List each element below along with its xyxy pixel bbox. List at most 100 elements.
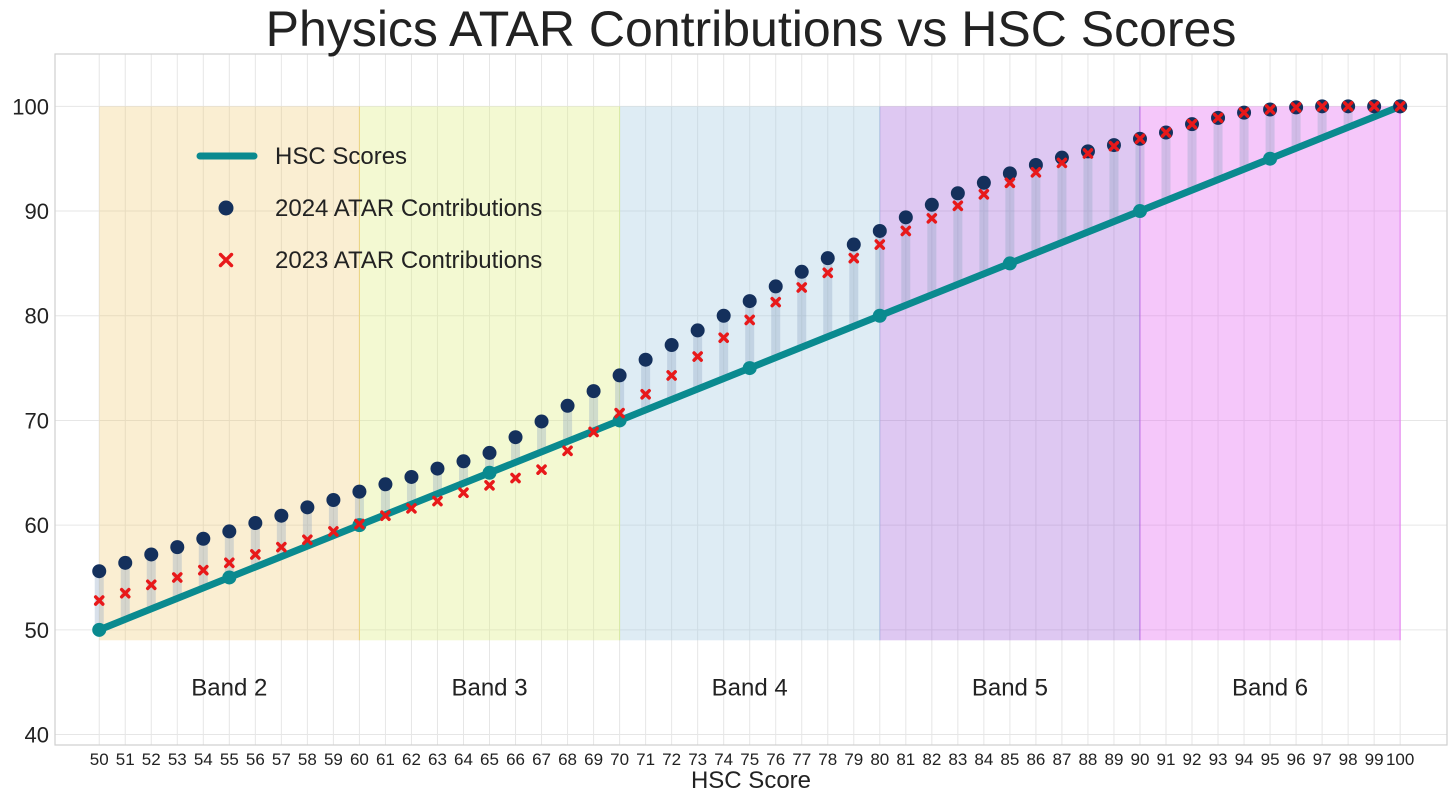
atar-2024-point (92, 564, 107, 579)
band-label: Band 2 (191, 674, 267, 701)
atar-2024-point (170, 540, 185, 555)
x-tick-label: 66 (506, 750, 525, 769)
atar-2023-point (1082, 148, 1094, 159)
atar-2023-point (510, 472, 521, 484)
plot-frame (54, 53, 1448, 746)
hsc-score-point (1132, 204, 1147, 219)
x-stroke (1134, 133, 1146, 145)
atar-2023-point (432, 495, 443, 507)
band-region (359, 106, 620, 641)
x-tick-label: 78 (818, 750, 837, 769)
x-tick-label: 62 (402, 750, 421, 769)
atar-2023-point (692, 351, 703, 362)
y-tick-label: 90 (25, 199, 49, 224)
atar-2023-point (119, 587, 131, 599)
x-tick-label: 94 (1235, 750, 1254, 769)
atar-2023-point (302, 534, 313, 546)
x-tick-label: 76 (766, 750, 785, 769)
x-stroke (1108, 140, 1120, 152)
legend-2023-swatch (218, 252, 234, 268)
atar-2024-point (1028, 157, 1043, 172)
atar-2023-point (614, 407, 625, 419)
atar-2023-point (1004, 177, 1016, 189)
x-stroke (432, 495, 443, 507)
x-tick-label: 54 (194, 750, 213, 769)
atar-2023-point (978, 188, 990, 200)
x-stroke (1290, 102, 1302, 113)
x-tick-label: 85 (1000, 750, 1019, 769)
x-stroke (328, 526, 339, 537)
atar-2023-point (562, 445, 573, 457)
x-stroke (276, 541, 287, 553)
x-tick-label: 83 (948, 750, 967, 769)
atar-2023-point (848, 252, 860, 264)
x-tick-label: 75 (740, 750, 759, 769)
x-axis-label: HSC Score (691, 767, 811, 794)
x-tick-label: 95 (1261, 750, 1280, 769)
band-label: Band 4 (712, 674, 788, 701)
x-stroke (978, 188, 990, 200)
atar-2024-point (716, 308, 731, 323)
x-tick-label: 56 (246, 750, 265, 769)
x-tick-label: 64 (454, 750, 473, 769)
atar-2023-point (198, 564, 209, 576)
x-stroke (1368, 101, 1380, 112)
atar-2023-point (145, 579, 157, 591)
atar-2023-point (250, 549, 261, 560)
x-stroke (380, 510, 391, 522)
atar-2024-point (326, 493, 341, 508)
atar-2023-point (171, 572, 183, 583)
y-tick-label: 70 (25, 408, 49, 433)
x-tick-label: 52 (142, 750, 161, 769)
x-stroke (848, 252, 860, 264)
atar-2024-point (586, 384, 601, 399)
atar-2023-point (1160, 127, 1172, 138)
atar-2023-point (1316, 101, 1328, 112)
x-tick-label: 63 (428, 750, 447, 769)
atar-2023-point (276, 541, 287, 553)
atar-2024-point (898, 210, 913, 225)
x-stroke (198, 564, 209, 576)
x-tick-label: 89 (1104, 750, 1123, 769)
x-tick-label: 80 (870, 750, 889, 769)
x-tick-label: 84 (974, 750, 993, 769)
y-tick-label: 50 (25, 618, 49, 643)
band-layer: Band 2 Band 3 Band 4 Band 5 Band 6 (99, 106, 1401, 701)
x-stroke (145, 579, 157, 591)
x-stroke (1160, 127, 1172, 138)
atar-2024-point (612, 368, 627, 383)
atar-2024-point (196, 531, 211, 546)
legend-2024-swatch (218, 200, 234, 216)
atar-2024-point (1002, 166, 1017, 181)
x-stroke (744, 314, 755, 326)
x-stroke (666, 370, 677, 381)
atar-2024-point (846, 237, 861, 252)
atar-2023-point (900, 225, 912, 237)
atar-2024-point (742, 294, 757, 309)
x-stroke (119, 587, 131, 599)
x-stroke (1342, 101, 1354, 112)
x-stroke (1030, 167, 1042, 178)
band-label: Band 3 (451, 674, 527, 701)
band-region (879, 106, 1140, 641)
legend-2023-label: 2023 ATAR Contributions (275, 247, 542, 274)
x-stroke (1394, 101, 1406, 112)
axis-layer: 40 50 60 70 80 90 100 50 51 52 53 54 55 56 57 58 59 60 61 6… (12, 53, 1448, 769)
hsc-score-point (612, 413, 627, 428)
legend-2024-label: 2024 ATAR Contributions (275, 195, 542, 222)
atar-2023-point (328, 526, 339, 537)
x-tick-label: 88 (1078, 750, 1097, 769)
x-stroke (614, 407, 625, 419)
hsc-score-point (482, 465, 497, 480)
x-tick-label: 51 (116, 750, 135, 769)
hsc-score-point (742, 361, 757, 376)
band-region (99, 106, 360, 641)
atar-2023-point (666, 370, 677, 381)
atar-2023-point (952, 200, 964, 212)
x-tick-label: 50 (90, 750, 109, 769)
atar-2024-point (430, 461, 445, 476)
atar-2023-point (1264, 104, 1276, 115)
x-tick-label: 67 (532, 750, 551, 769)
x-stroke (900, 225, 912, 237)
